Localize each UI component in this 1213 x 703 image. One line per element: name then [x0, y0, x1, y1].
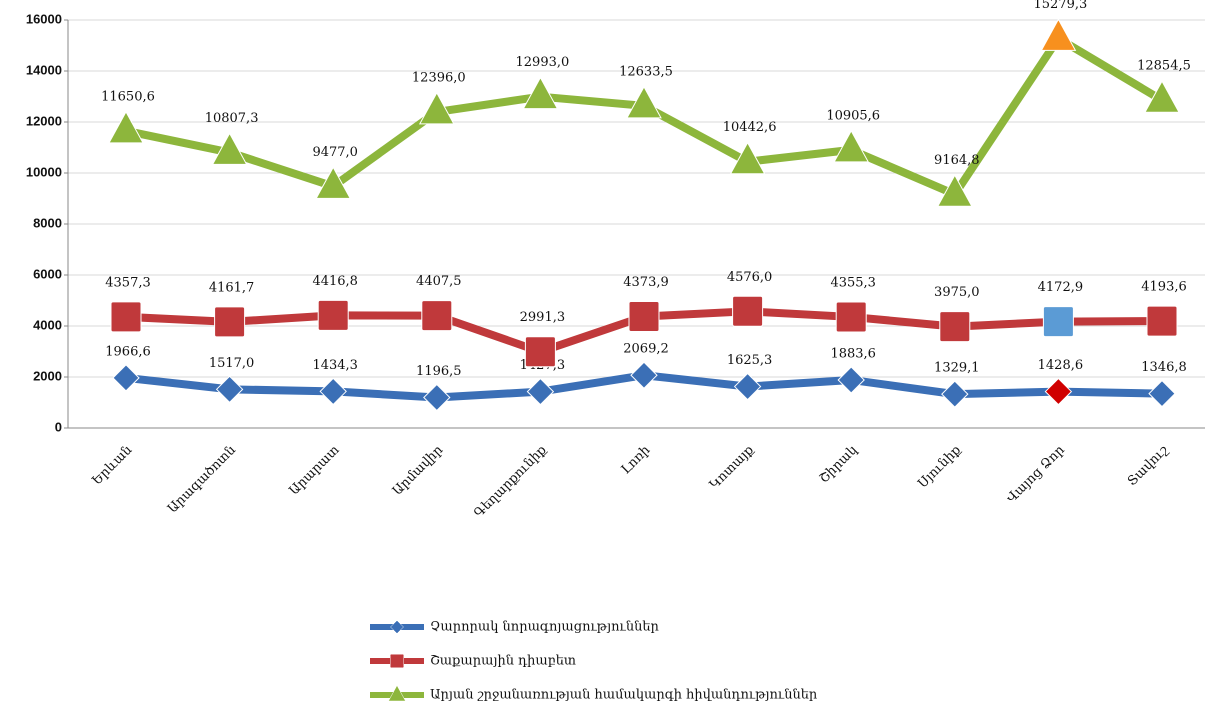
point [1148, 379, 1176, 408]
y-tick-label: 16000 [26, 11, 62, 26]
x-tick-label: Տավուշ [1125, 443, 1171, 489]
point [211, 132, 248, 165]
data-label: 4373,9 [623, 275, 669, 290]
legend-label: Շաքարային դիաբետ [430, 654, 576, 669]
y-tick-label: 6000 [33, 266, 62, 281]
data-label: 12633,5 [619, 64, 673, 79]
point [833, 129, 870, 163]
point [522, 76, 559, 110]
legend-label: Չարորակ նորագոյացություններ [430, 620, 660, 635]
data-label: 12854,5 [1137, 59, 1191, 74]
point [215, 375, 244, 404]
point [112, 364, 140, 392]
point [628, 300, 660, 332]
point [941, 380, 969, 408]
point [835, 301, 867, 333]
point [733, 372, 762, 401]
point [837, 366, 865, 394]
data-label: 1966,6 [105, 344, 151, 359]
x-tick-label: Շիրակ [817, 443, 861, 487]
data-label: 1428,6 [1038, 358, 1084, 373]
data-label: 1517,0 [209, 356, 255, 371]
data-label: 4416,8 [312, 274, 358, 289]
data-label: 1883,6 [830, 346, 876, 361]
x-tick-label: Գեղարքունիք [471, 442, 550, 521]
legend-marker [390, 620, 404, 634]
data-label: 1329,1 [934, 361, 980, 376]
x-tick-label: Արագածոտն [165, 443, 239, 517]
data-label: 1196,5 [416, 364, 462, 379]
x-tick-label: Կոտայք [707, 442, 757, 492]
x-tick-label: Երևան [90, 443, 136, 489]
data-label: 1434,3 [312, 358, 358, 373]
point [418, 91, 455, 125]
data-label: 4407,5 [416, 274, 462, 289]
data-label: 9477,0 [312, 145, 358, 160]
x-tick-label: Արարատ [287, 443, 343, 499]
data-label: 1346,8 [1141, 360, 1187, 375]
data-label: 2069,2 [623, 342, 669, 357]
point [630, 361, 658, 389]
point [526, 377, 555, 406]
point [939, 311, 971, 343]
data-label: 4576,0 [727, 270, 773, 285]
point [319, 377, 347, 406]
legend-marker [390, 654, 404, 668]
point [1044, 377, 1073, 406]
data-label: 10905,6 [826, 108, 880, 123]
point [110, 301, 142, 333]
data-label: 12396,0 [412, 70, 466, 85]
legend-label: Արյան շրջանառության համակարգի հիվանդությ… [430, 688, 818, 703]
point [1146, 305, 1178, 337]
x-tick-label: Վայոց Ձոր [1004, 442, 1068, 506]
y-tick-label: 2000 [33, 368, 62, 383]
data-label: 9164,8 [934, 153, 980, 168]
point [108, 110, 144, 144]
point [421, 300, 453, 332]
data-label: 4161,7 [209, 280, 255, 295]
point [315, 166, 352, 199]
data-label: 4355,3 [830, 275, 876, 290]
data-label: 10442,6 [723, 120, 777, 135]
legend-item: Արյան շրջանառության համակարգի հիվանդությ… [370, 684, 818, 703]
point [214, 306, 246, 338]
data-label: 12993,0 [516, 55, 570, 70]
data-label: 4357,3 [105, 275, 151, 290]
y-tick-label: 4000 [33, 317, 62, 332]
point [626, 85, 662, 119]
point [732, 295, 764, 327]
point [317, 299, 349, 331]
y-tick-label: 0 [55, 419, 62, 434]
data-label: 4193,6 [1141, 280, 1187, 295]
data-label: 2991,3 [520, 310, 566, 325]
point [524, 336, 556, 368]
data-label: 4172,9 [1038, 280, 1084, 295]
data-label: 3975,0 [934, 285, 980, 300]
data-label: 1625,3 [727, 353, 773, 368]
point [1042, 306, 1074, 338]
legend-item: Շաքարային դիաբետ [370, 654, 576, 669]
legend-item: Չարորակ նորագոյացություններ [370, 620, 660, 635]
point [729, 141, 766, 175]
y-tick-label: 14000 [26, 62, 62, 77]
y-tick-label: 8000 [33, 215, 62, 230]
data-label: 15279,3 [1034, 0, 1088, 12]
point [1144, 80, 1180, 113]
point [423, 383, 451, 412]
x-tick-label: Սյունիք [915, 442, 964, 491]
y-tick-label: 10000 [26, 164, 62, 179]
point [936, 174, 973, 207]
y-tick-label: 12000 [26, 113, 62, 128]
data-label: 10807,3 [205, 111, 259, 126]
x-tick-label: Լոռի [619, 443, 654, 478]
data-label: 11650,6 [101, 89, 155, 104]
x-tick-label: Արմավիր [390, 442, 447, 499]
point [1040, 18, 1077, 51]
legend-marker [388, 684, 406, 702]
